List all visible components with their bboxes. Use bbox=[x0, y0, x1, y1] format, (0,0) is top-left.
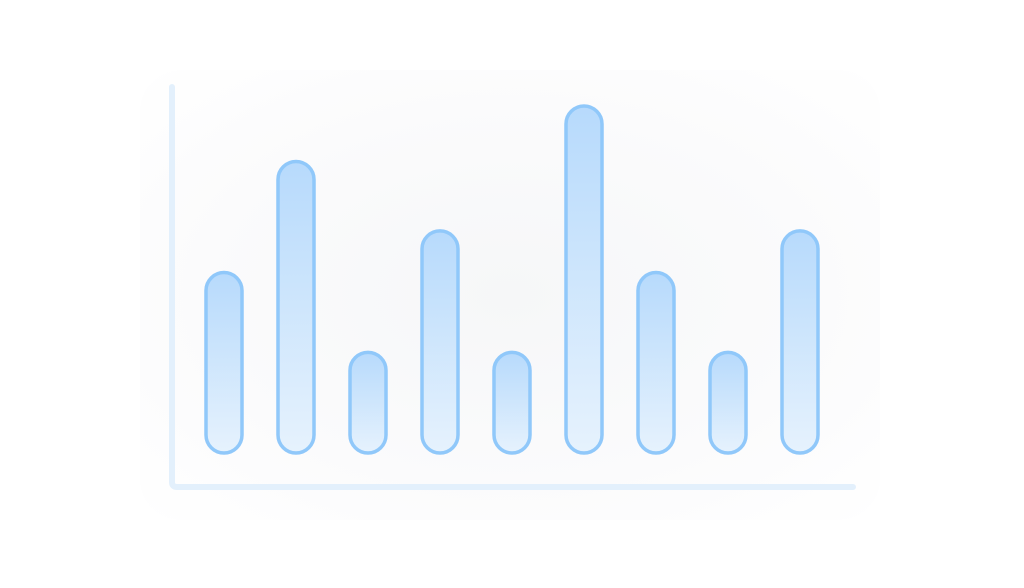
bar-7 bbox=[636, 270, 676, 455]
bar-3 bbox=[348, 350, 388, 455]
bar-8 bbox=[708, 350, 748, 455]
chart-axes bbox=[169, 84, 856, 490]
bar-9 bbox=[780, 229, 820, 455]
bar-5 bbox=[492, 350, 532, 455]
bar-6 bbox=[564, 104, 604, 455]
bar-2 bbox=[276, 159, 316, 455]
bar-4 bbox=[420, 229, 460, 455]
bar-1 bbox=[204, 270, 244, 455]
